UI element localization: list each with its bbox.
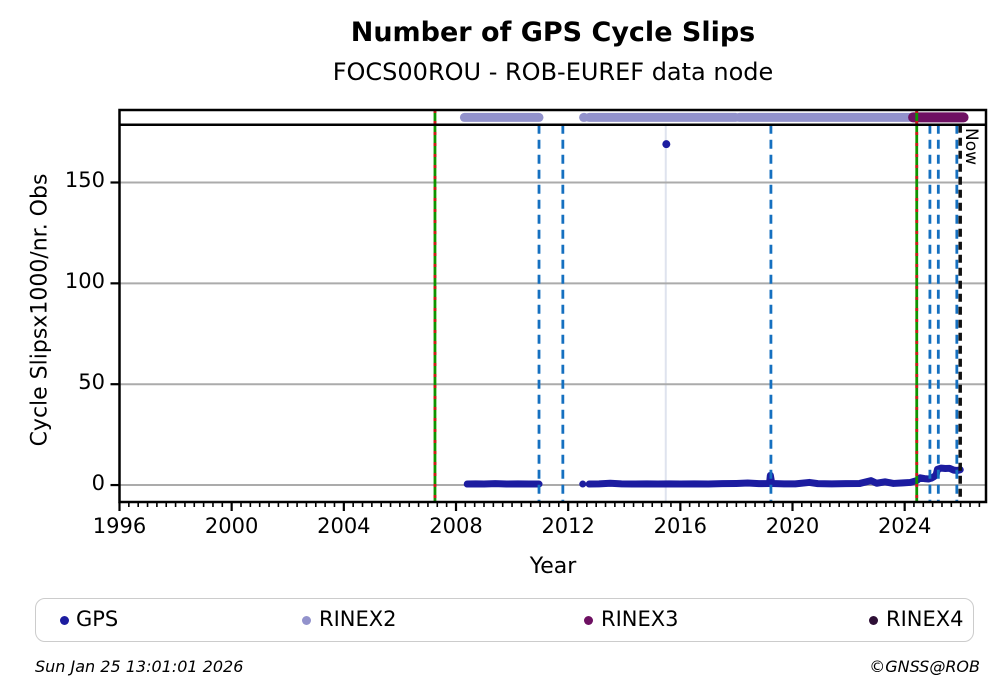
gps-point <box>579 480 587 488</box>
now-label: Now <box>961 128 981 166</box>
y-tick-label: 50 <box>78 370 105 395</box>
x-tick-label: 2012 <box>541 514 595 538</box>
x-tick-label: 2008 <box>429 514 483 538</box>
x-axis-label: Year <box>529 554 577 579</box>
chart-title: Number of GPS Cycle Slips <box>350 17 756 48</box>
plot-frame <box>118 108 988 504</box>
x-tick-label: 2016 <box>653 514 708 538</box>
x-tick-label: 2024 <box>877 514 932 538</box>
legend: GPS RINEX2 RINEX3 RINEX4 <box>35 598 974 642</box>
gps-series-line <box>585 464 964 488</box>
rinex4-legend-marker <box>869 615 878 625</box>
x-tick-label: 2000 <box>204 514 259 538</box>
rinex3-legend-label: RINEX3 <box>601 607 679 632</box>
x-tick-label: 2004 <box>317 514 371 538</box>
gps-outlier-point <box>662 140 671 149</box>
y-tick-label: 100 <box>64 269 105 294</box>
plot-area <box>110 108 988 511</box>
chart-subtitle: FOCS00ROU - ROB-EUREF data node <box>332 58 774 86</box>
y-tick-label: 150 <box>64 168 105 193</box>
y-axis-label: Cycle Slipsx1000/nr. Obs <box>27 173 53 447</box>
rinex2-legend-marker <box>302 615 311 625</box>
rinex4-legend-label: RINEX4 <box>886 607 964 632</box>
gps-legend-marker <box>60 615 69 625</box>
y-tick-label: 0 <box>91 471 105 496</box>
credit-text: ©GNSS@ROB <box>869 657 980 676</box>
rinex2-legend-label: RINEX2 <box>319 607 397 632</box>
x-tick-label: 1996 <box>92 514 147 538</box>
x-tick-label: 2020 <box>765 514 820 538</box>
timestamp-text: Sun Jan 25 13:01:01 2026 <box>35 657 244 676</box>
rinex3-legend-marker <box>584 615 593 625</box>
gps-legend-label: GPS <box>76 607 119 632</box>
